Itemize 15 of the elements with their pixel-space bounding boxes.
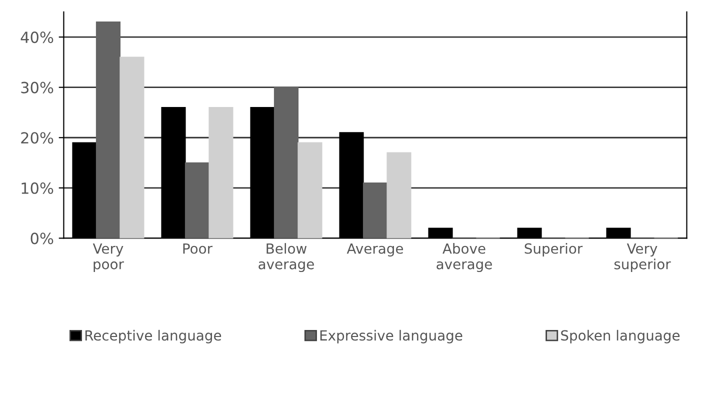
legend-label: Expressive language (320, 330, 462, 344)
x-tick-label: Very superior (614, 243, 671, 272)
x-tick-label: Above average (436, 243, 492, 272)
y-tick-label: 30% (21, 82, 54, 94)
legend-label: Receptive language (85, 330, 222, 344)
y-tick-label: 10% (22, 182, 54, 194)
y-tick-label: 0% (30, 232, 54, 244)
legend-label: Spoken language (561, 330, 680, 344)
x-tick-label: Very poor (92, 243, 124, 272)
x-tick-label: Poor (183, 243, 213, 254)
x-tick-label: Below average (258, 243, 314, 272)
y-tick-label: 40% (20, 32, 54, 44)
x-tick-label: Superior (524, 243, 583, 257)
x-tick-label: Average (346, 243, 404, 257)
y-tick-label: 20% (21, 132, 54, 144)
